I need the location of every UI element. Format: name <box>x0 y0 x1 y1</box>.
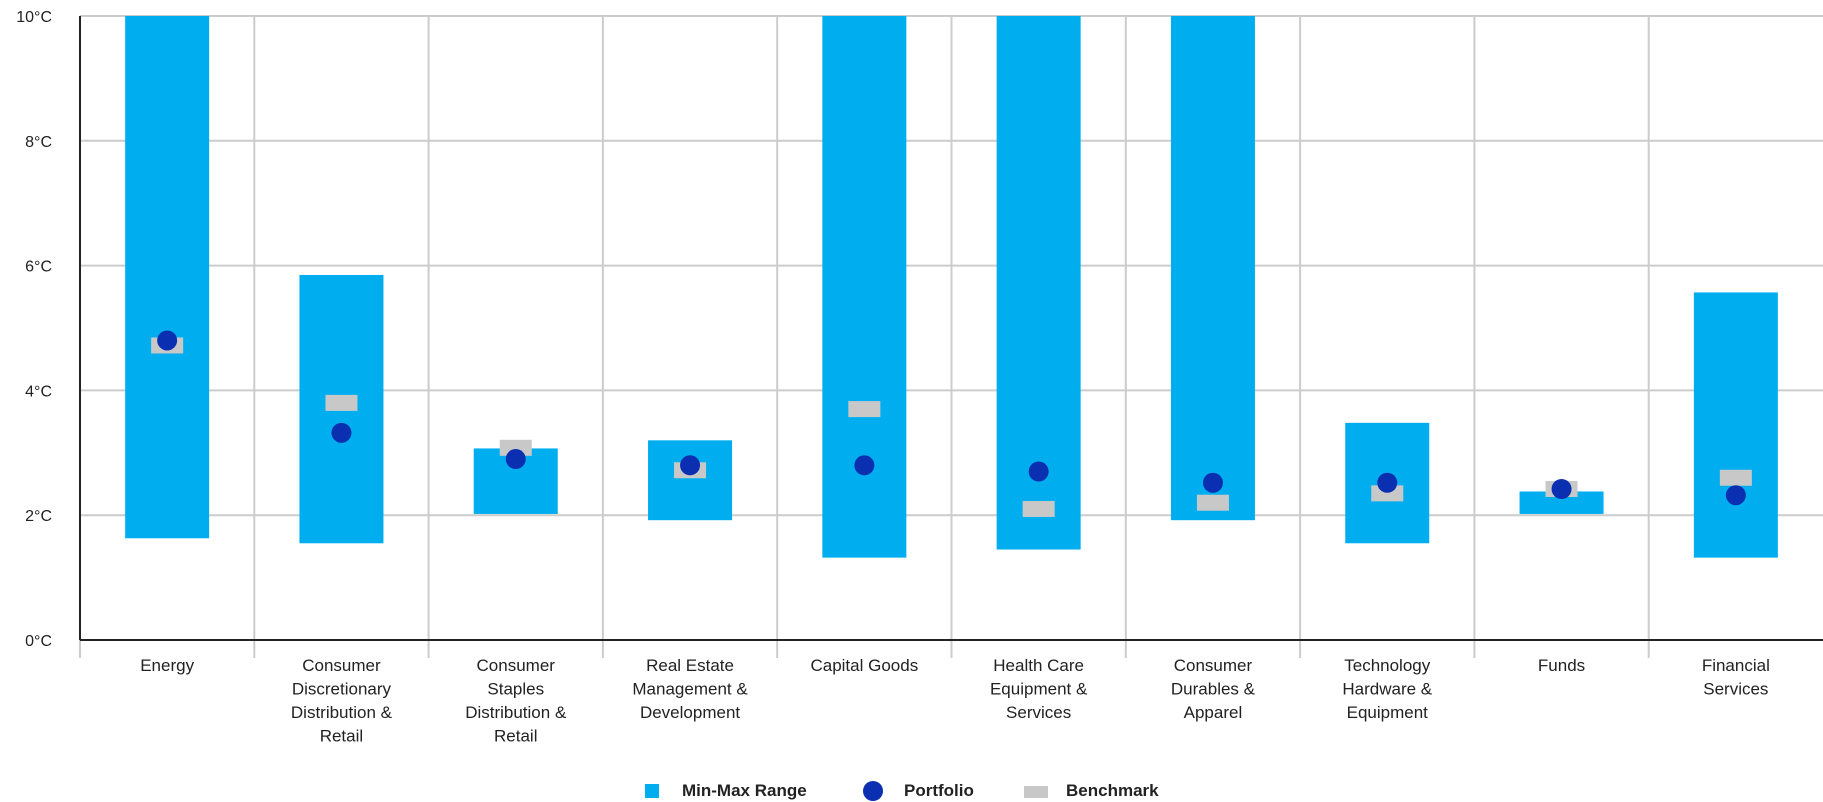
portfolio-point <box>505 449 526 470</box>
category-label: Health Care Equipment & Services <box>990 656 1088 722</box>
category-label: Capital Goods <box>810 656 918 675</box>
portfolio-point <box>331 422 352 443</box>
range-bar <box>996 16 1081 550</box>
y-tick-label: 0°C <box>25 633 52 650</box>
portfolio-point <box>1377 472 1398 493</box>
benchmark-marker <box>1719 469 1752 486</box>
range-bar <box>1170 16 1255 521</box>
y-tick-label: 6°C <box>25 259 52 276</box>
legend-label-range: Min-Max Range <box>682 781 807 800</box>
y-tick-label: 8°C <box>25 134 52 151</box>
legend-swatch-portfolio <box>863 781 883 801</box>
legend-swatch-benchmark <box>1024 786 1048 798</box>
category-label: Technology Hardware & Equipment <box>1342 656 1432 722</box>
range-bar <box>125 16 210 539</box>
portfolio-point <box>1725 485 1746 506</box>
category-labels: Energy Consumer Discretionary Distribution … <box>140 656 1770 746</box>
category-label: Consumer Staples Distribution & Retail <box>465 656 567 746</box>
category-label: Consumer Discretionary Distribution & Retai… <box>291 656 393 746</box>
axes <box>79 16 1823 641</box>
y-tick-labels: 0°C 2°C 4°C 6°C 8°C 10°C <box>16 9 52 650</box>
portfolio-point <box>157 330 178 351</box>
category-label: Consumer Durables & Apparel <box>1171 656 1256 722</box>
legend-swatch-range <box>645 784 659 798</box>
portfolio-point <box>1202 472 1223 493</box>
benchmark-marker <box>499 439 532 456</box>
legend-label-benchmark: Benchmark <box>1066 781 1159 800</box>
benchmark-marker <box>1022 500 1055 517</box>
range-bar <box>1519 491 1604 514</box>
benchmark-marker <box>1371 485 1404 502</box>
portfolio-point <box>1028 461 1049 482</box>
portfolio-point <box>680 455 701 476</box>
portfolio-point <box>1551 478 1572 499</box>
benchmark-marker <box>848 401 881 418</box>
portfolio-point <box>854 455 875 476</box>
category-label: Financial Services <box>1702 656 1770 699</box>
range-bar <box>822 16 907 558</box>
benchmark-marker <box>1196 494 1229 511</box>
portfolio-points <box>157 330 1746 506</box>
range-bar <box>1693 292 1778 558</box>
range-bar <box>648 440 733 521</box>
legend: Min-Max Range Portfolio Benchmark <box>645 781 1159 801</box>
category-label: Real Estate Management & Development <box>632 656 748 722</box>
y-tick-label: 10°C <box>16 9 52 26</box>
category-label: Funds <box>1538 656 1585 675</box>
legend-label-portfolio: Portfolio <box>904 781 974 800</box>
category-label: Energy <box>140 656 194 675</box>
benchmark-marker <box>325 394 358 411</box>
y-tick-label: 2°C <box>25 508 52 525</box>
y-tick-label: 4°C <box>25 383 52 400</box>
